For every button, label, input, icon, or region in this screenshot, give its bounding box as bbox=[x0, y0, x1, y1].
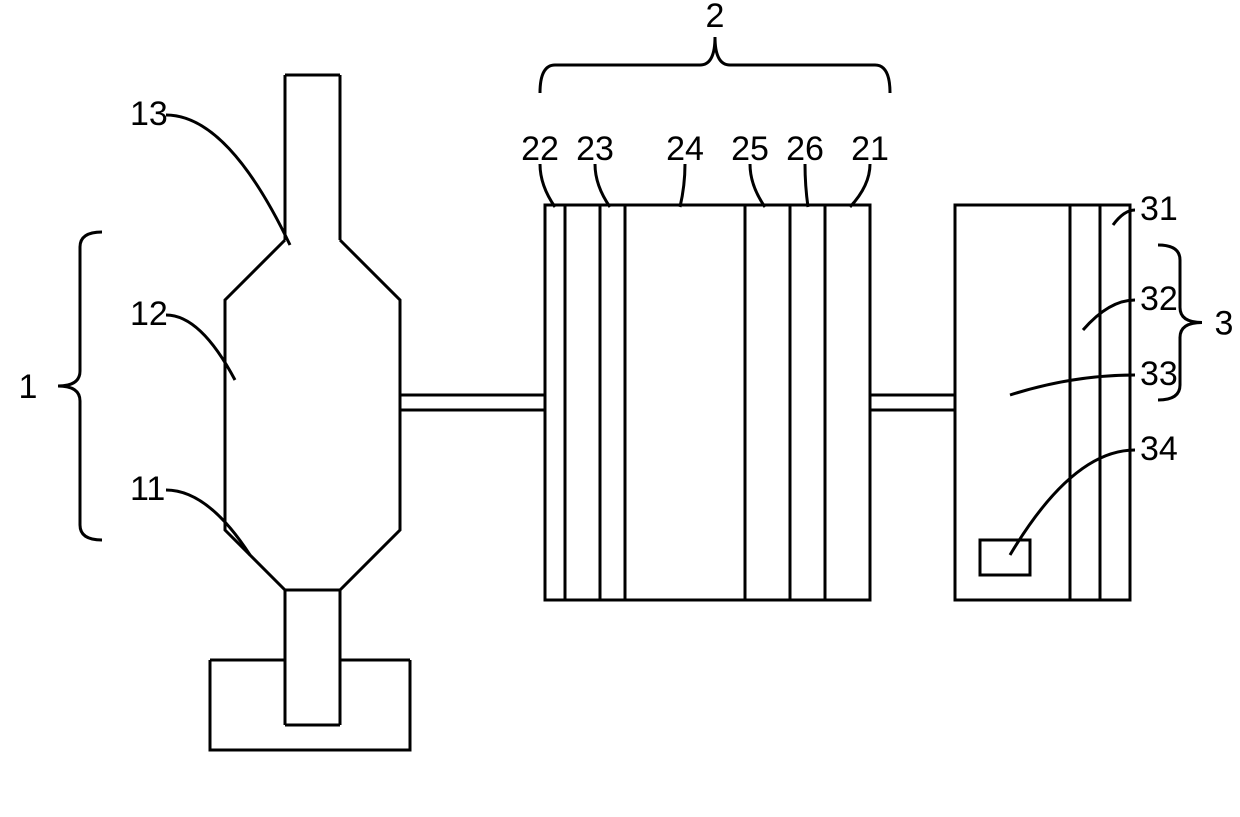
svg-text:2: 2 bbox=[706, 0, 725, 35]
svg-text:25: 25 bbox=[731, 130, 769, 168]
svg-text:21: 21 bbox=[851, 130, 889, 168]
svg-text:34: 34 bbox=[1140, 430, 1178, 468]
svg-text:32: 32 bbox=[1140, 280, 1178, 318]
svg-text:3: 3 bbox=[1215, 305, 1234, 343]
engineering-diagram: 11312112222324252621331323334 bbox=[0, 0, 1240, 817]
svg-text:33: 33 bbox=[1140, 355, 1178, 393]
svg-text:24: 24 bbox=[666, 130, 704, 168]
svg-text:23: 23 bbox=[576, 130, 614, 168]
svg-text:12: 12 bbox=[130, 295, 168, 333]
svg-text:26: 26 bbox=[786, 130, 824, 168]
svg-text:11: 11 bbox=[130, 470, 165, 508]
svg-text:13: 13 bbox=[130, 95, 168, 133]
svg-text:1: 1 bbox=[19, 368, 38, 406]
svg-text:31: 31 bbox=[1140, 190, 1178, 228]
svg-text:22: 22 bbox=[521, 130, 559, 168]
